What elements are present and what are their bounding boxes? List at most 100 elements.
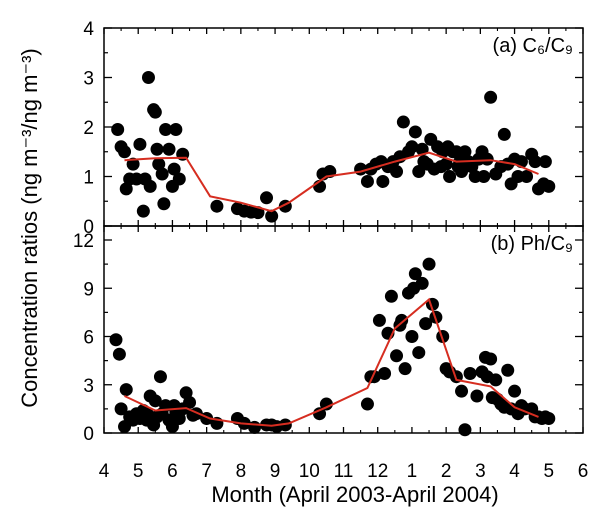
data-point: [360, 397, 374, 411]
data-point: [265, 209, 279, 223]
data-point: [111, 122, 125, 136]
data-point: [538, 155, 552, 169]
data-point: [114, 402, 128, 416]
data-point: [458, 145, 472, 159]
data-point: [319, 397, 333, 411]
data-point: [360, 174, 374, 188]
data-point: [126, 157, 140, 171]
x-tick-label: 2: [441, 461, 452, 482]
data-point: [153, 370, 167, 384]
data-point: [152, 157, 166, 171]
data-point: [489, 373, 503, 387]
data-point: [405, 330, 419, 343]
data-point: [528, 155, 542, 169]
x-tick-label: 11: [334, 461, 354, 482]
y-tick-label: 0: [83, 217, 94, 238]
data-point: [415, 276, 429, 290]
y-tick-label: 9: [83, 279, 94, 300]
data-point: [150, 142, 164, 156]
data-point: [443, 170, 457, 183]
data-point: [463, 366, 477, 380]
data-point: [251, 206, 265, 220]
data-point: [384, 289, 398, 303]
data-point: [376, 174, 390, 188]
data-point: [159, 122, 173, 136]
data-point: [372, 313, 386, 327]
panel-a: 0 1 2 3 4 (a) C₆/C₉: [83, 19, 584, 238]
data-point: [210, 199, 224, 213]
data-point: [419, 317, 433, 331]
data-point: [508, 384, 522, 398]
data-point: [109, 333, 123, 347]
data-point: [148, 394, 162, 408]
data-point: [390, 349, 404, 363]
data-point: [169, 122, 183, 136]
data-point: [143, 179, 157, 193]
x-tick-label: 8: [236, 461, 247, 482]
y-tick-label: 2: [83, 118, 94, 139]
data-point: [378, 366, 392, 380]
data-point: [520, 170, 534, 183]
data-point: [477, 170, 491, 183]
data-point: [112, 347, 126, 361]
panel-b-label: (b) Ph/C₉: [491, 233, 573, 255]
data-point: [484, 352, 498, 366]
data-point: [408, 125, 422, 139]
data-point: [396, 115, 410, 129]
data-point: [183, 395, 197, 409]
data-point: [390, 165, 404, 179]
x-axis-label: Month (April 2003-April 2004): [211, 482, 498, 507]
x-tick-label: 5: [133, 461, 144, 482]
data-point: [313, 407, 327, 421]
data-point: [542, 179, 556, 193]
x-tick-label: 7: [201, 461, 212, 482]
data-point: [260, 191, 274, 205]
data-point: [455, 384, 469, 398]
data-point: [172, 172, 186, 186]
data-point: [119, 383, 133, 397]
y-tick-label: 12: [73, 231, 94, 252]
x-tick-label: 4: [99, 461, 110, 482]
data-point: [405, 140, 419, 154]
trend-line: [124, 151, 539, 213]
data-point: [458, 423, 472, 437]
x-tick-label: 6: [167, 461, 178, 482]
data-point: [157, 197, 171, 211]
data-point: [118, 145, 132, 159]
data-point: [398, 362, 412, 376]
x-tick-label: 12: [367, 461, 388, 482]
data-point: [141, 71, 155, 84]
y-tick-label: 3: [83, 69, 94, 90]
y-tick-label: 6: [83, 328, 94, 349]
data-point: [497, 127, 511, 141]
x-tick-label: 5: [543, 461, 554, 482]
x-tick-label: 6: [578, 461, 589, 482]
data-point: [501, 363, 515, 377]
x-tick-label: 9: [270, 461, 281, 482]
trend-line: [124, 297, 539, 427]
data-point: [248, 420, 262, 434]
data-point: [119, 182, 133, 196]
data-point: [542, 412, 556, 426]
data-point: [455, 165, 469, 179]
data-point: [480, 152, 494, 166]
data-point: [422, 257, 436, 271]
data-point: [167, 162, 181, 176]
y-axis-label: Concentration ratios (ng m⁻³/ng m⁻³): [17, 48, 42, 407]
data-point: [412, 346, 426, 360]
y-tick-label: 0: [83, 424, 94, 445]
x-tick-label: 1: [407, 461, 418, 482]
data-point: [439, 157, 453, 171]
data-point: [484, 90, 498, 104]
x-tick-label: 4: [509, 461, 520, 482]
data-point: [415, 142, 429, 156]
data-point: [412, 165, 426, 179]
panel-a-label: (a) C₆/C₉: [493, 35, 573, 57]
y-tick-label: 4: [83, 19, 94, 40]
y-tick-label: 3: [83, 376, 94, 397]
data-point: [162, 142, 176, 156]
y-tick-label: 1: [83, 168, 94, 189]
